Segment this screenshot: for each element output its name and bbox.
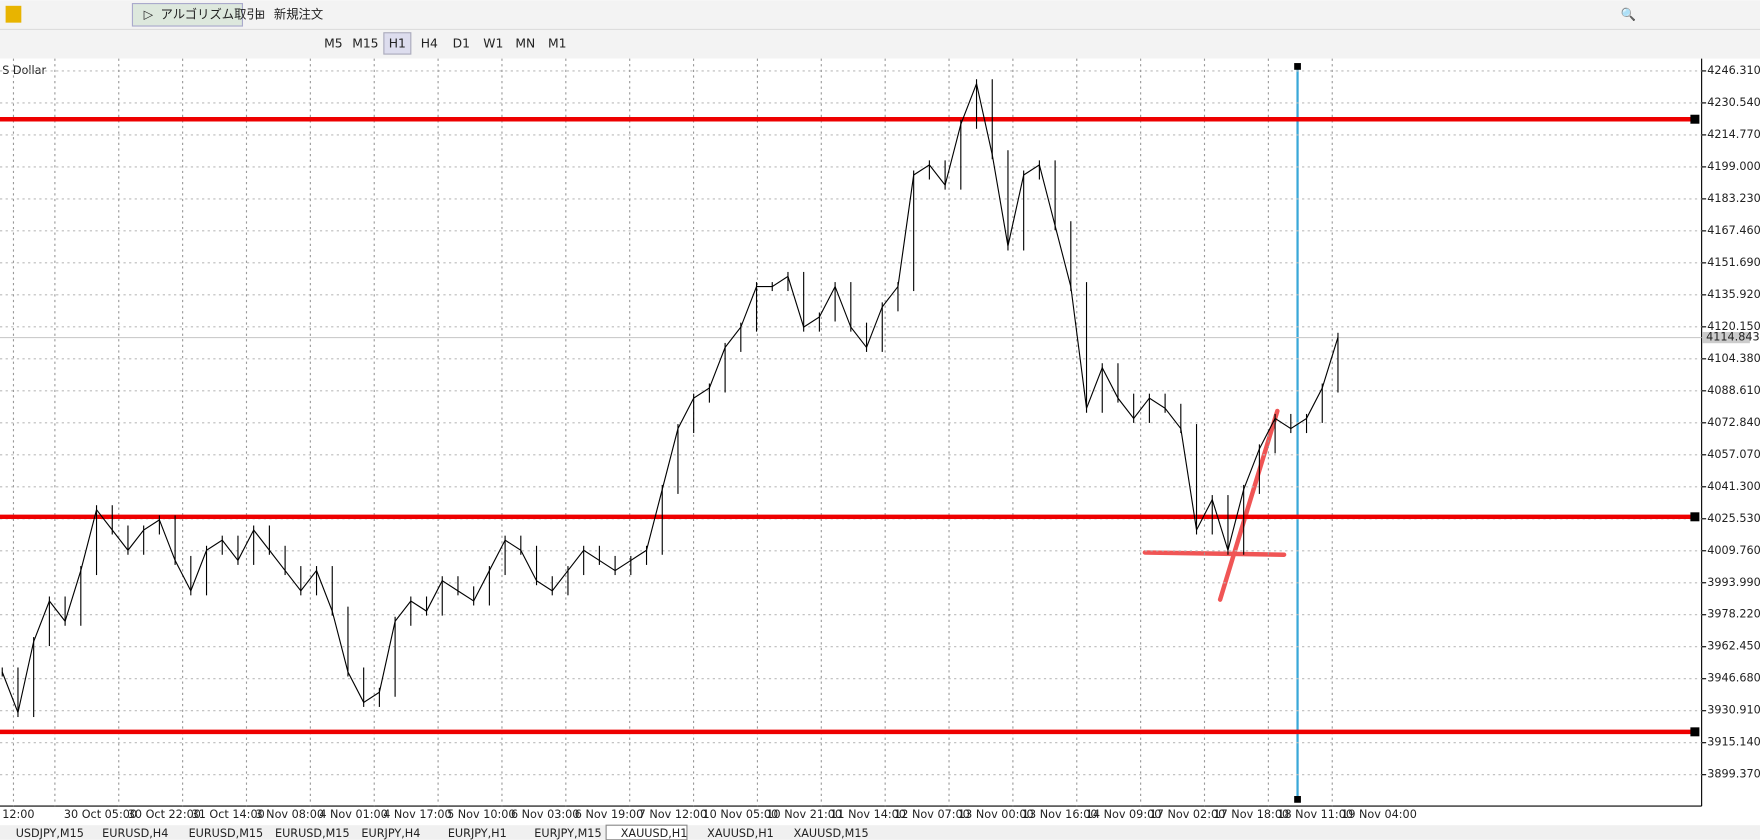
play-icon: ▷: [144, 7, 154, 21]
algo-trading[interactable]: アルゴリズム取引: [161, 6, 259, 21]
price-label: 4230.540: [1707, 96, 1760, 109]
handle: [1294, 63, 1301, 70]
price-label: 4041.300: [1707, 480, 1760, 493]
price-label: 4167.460: [1707, 224, 1760, 237]
time-label: 5 Nov 10:00: [447, 808, 516, 821]
tf-selected: [383, 32, 412, 55]
tab-bar: [0, 825, 1760, 840]
price-label: 3962.450: [1707, 640, 1760, 653]
drawn-stroke: [1142, 550, 1287, 557]
plus-icon: ⊞: [255, 7, 265, 21]
price-line: [1, 81, 1339, 715]
price-label: 4135.920: [1707, 288, 1760, 301]
tab[interactable]: EURJPY,H1: [448, 827, 507, 840]
price-label: 4104.380: [1707, 352, 1760, 365]
price-label: 4057.070: [1707, 448, 1760, 461]
time-label: 13 Nov 00:00: [958, 808, 1034, 821]
price-label: 4009.760: [1707, 544, 1760, 557]
tab[interactable]: USDJPY,M15: [16, 827, 84, 840]
time-label: 4 Nov 17:00: [383, 808, 452, 821]
time-label: 19 Nov 04:00: [1341, 808, 1417, 821]
time-label: 31 Oct 14:00: [192, 808, 265, 821]
tab[interactable]: XAUUSD,H1: [707, 827, 774, 840]
price-label: 3915.140: [1707, 736, 1760, 749]
price-label: 4214.770: [1707, 128, 1760, 141]
time-label: 30 Oct 22:00: [128, 808, 201, 821]
price-label: 4088.610: [1707, 384, 1760, 397]
line-handle: [1690, 512, 1700, 522]
time-label: 12 Nov 07:00: [894, 808, 970, 821]
time-label: 10 Nov 21:00: [766, 808, 842, 821]
time-label: 17 Nov 18:00: [1213, 808, 1289, 821]
price-label: 4072.840: [1707, 416, 1760, 429]
price-label: 3978.220: [1707, 608, 1760, 621]
timeframe[interactable]: M5: [324, 36, 342, 50]
price-label: 4120.150: [1707, 320, 1760, 333]
time-label: 14 Nov 09:00: [1086, 808, 1162, 821]
line-handle: [1690, 727, 1700, 737]
tab[interactable]: EURJPY,M15: [534, 827, 601, 840]
price-label: 4183.230: [1707, 192, 1760, 205]
current-price-label: 4114.843: [1706, 331, 1760, 344]
tab[interactable]: XAUUSD,M15: [794, 827, 869, 840]
timeframe[interactable]: M15: [352, 36, 378, 50]
line-handle: [1690, 114, 1700, 124]
new-order[interactable]: 新規注文: [274, 6, 323, 21]
chart-layer: M5 M15 H1 H4 D1 W1 MN M1 4246.310 4230.540 4214.77…: [0, 32, 1760, 840]
time-label: 10 Nov 05:00: [703, 808, 779, 821]
price-label: 4025.530: [1707, 512, 1760, 525]
price-label: 3946.680: [1707, 672, 1760, 685]
time-label: 30 Oct 05:00: [64, 808, 137, 821]
price-label: 3899.370: [1707, 768, 1760, 781]
time-label: 18 Nov 11:00: [1277, 808, 1353, 821]
chart-bg: [0, 58, 1702, 807]
price-label: 3930.910: [1707, 704, 1760, 717]
time-label: 12:00: [2, 808, 34, 821]
timeframe[interactable]: D1: [453, 36, 470, 50]
time-label: 17 Nov 02:00: [1150, 808, 1226, 821]
price-label: 3993.990: [1707, 576, 1760, 589]
algo-button[interactable]: [131, 3, 244, 27]
time-label: 6 Nov 03:00: [511, 808, 579, 821]
tab[interactable]: XAUUSD,H1: [621, 827, 688, 840]
tab[interactable]: EURUSD,M15: [275, 827, 350, 840]
time-label: 13 Nov 16:00: [1022, 808, 1098, 821]
time-label: 4 Nov 01:00: [319, 808, 388, 821]
timeframe[interactable]: W1: [483, 36, 503, 50]
timeframe[interactable]: H4: [421, 36, 438, 50]
handle: [1294, 796, 1301, 803]
price-label: 4199.000: [1707, 160, 1760, 173]
tab[interactable]: EURJPY,H4: [361, 827, 420, 840]
timeframe[interactable]: MN: [515, 36, 535, 50]
time-label: 11 Nov 14:00: [830, 808, 906, 821]
time-label: 6 Nov 19:00: [575, 808, 644, 821]
price-label: 4151.690: [1707, 256, 1760, 269]
tab[interactable]: EURUSD,H4: [102, 827, 168, 840]
time-label: 3 Nov 08:00: [255, 808, 323, 821]
icon[interactable]: [5, 5, 22, 23]
timeframe[interactable]: H1: [389, 36, 406, 50]
current-price-box: [1702, 331, 1750, 344]
price-label: 4246.310: [1707, 64, 1760, 77]
timeframe[interactable]: M1: [548, 36, 566, 50]
time-label: 7 Nov 12:00: [639, 808, 708, 821]
search-icon[interactable]: 🔍: [1621, 6, 1636, 21]
tab[interactable]: EURUSD,M15: [189, 827, 264, 840]
